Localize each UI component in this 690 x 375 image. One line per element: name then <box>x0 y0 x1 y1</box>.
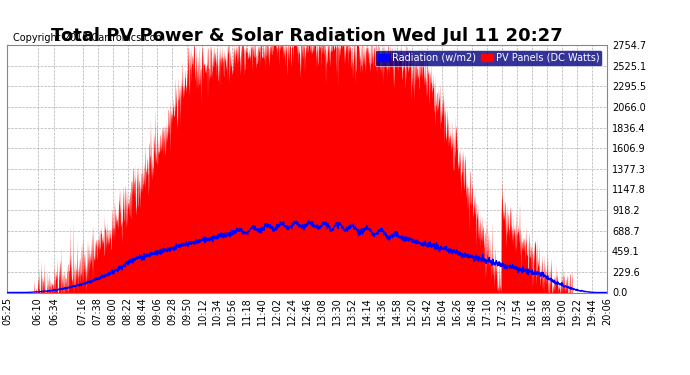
Title: Total PV Power & Solar Radiation Wed Jul 11 20:27: Total PV Power & Solar Radiation Wed Jul… <box>51 27 563 45</box>
Legend: Radiation (w/m2), PV Panels (DC Watts): Radiation (w/m2), PV Panels (DC Watts) <box>375 50 602 66</box>
Text: Copyright 2018 Cartronics.com: Copyright 2018 Cartronics.com <box>13 33 165 42</box>
